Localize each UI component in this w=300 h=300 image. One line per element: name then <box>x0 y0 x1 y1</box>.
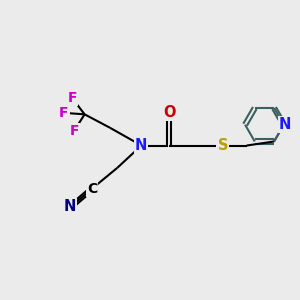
Text: N: N <box>279 117 291 132</box>
Text: F: F <box>59 106 69 120</box>
Text: N: N <box>64 199 76 214</box>
Text: S: S <box>218 138 228 153</box>
Text: F: F <box>68 91 77 105</box>
Text: O: O <box>163 105 176 120</box>
Text: N: N <box>135 138 147 153</box>
Text: F: F <box>70 124 79 138</box>
Text: C: C <box>87 182 97 196</box>
